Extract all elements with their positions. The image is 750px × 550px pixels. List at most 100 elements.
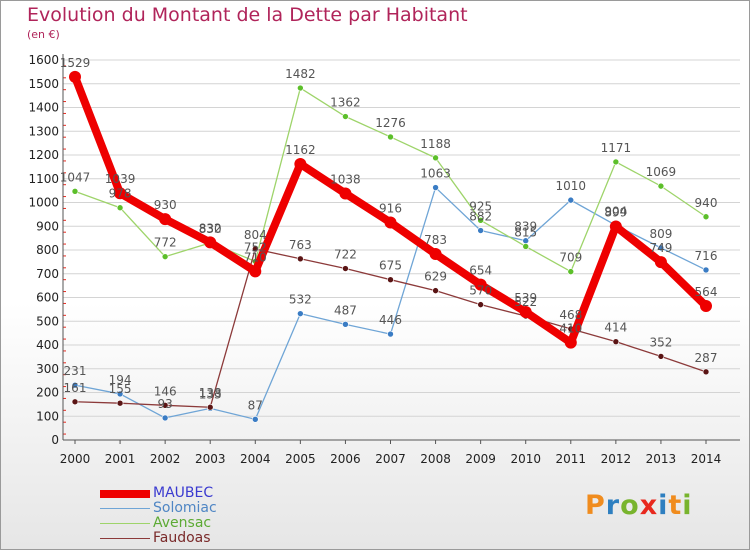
data-point-avensac bbox=[657, 182, 665, 190]
y-tick-label: 600 bbox=[36, 291, 59, 305]
data-label-solomiac: 87 bbox=[248, 398, 263, 412]
data-label-faudoas: 722 bbox=[334, 248, 357, 262]
data-label-faudoas: 155 bbox=[109, 382, 132, 396]
data-point-maubec bbox=[294, 158, 307, 171]
data-label-avensac: 1047 bbox=[60, 170, 91, 184]
legend-swatch-maubec bbox=[100, 489, 150, 498]
data-label-solomiac: 1063 bbox=[420, 167, 451, 181]
data-point-maubec bbox=[519, 305, 532, 318]
y-tick-label: 400 bbox=[36, 338, 59, 352]
data-label-maubec: 539 bbox=[514, 291, 537, 305]
data-point-maubec bbox=[564, 336, 577, 349]
data-label-solomiac: 532 bbox=[289, 293, 312, 307]
data-label-avensac: 940 bbox=[695, 196, 718, 210]
data-point-faudoas bbox=[432, 287, 439, 294]
data-label-avensac: 1482 bbox=[285, 67, 316, 81]
x-tick-label: 2000 bbox=[60, 452, 91, 466]
data-point-maubec bbox=[700, 300, 712, 313]
data-label-faudoas: 138 bbox=[199, 386, 222, 400]
data-label-avensac: 815 bbox=[514, 225, 537, 239]
data-label-solomiac: 809 bbox=[649, 227, 672, 241]
logo-letter: i bbox=[682, 490, 693, 521]
data-label-maubec: 410 bbox=[559, 322, 582, 336]
data-label-faudoas: 675 bbox=[379, 259, 402, 273]
y-tick-label: 1500 bbox=[28, 77, 59, 91]
data-label-avensac: 1069 bbox=[646, 165, 677, 179]
data-point-maubec bbox=[474, 278, 487, 291]
y-tick-label: 1200 bbox=[28, 148, 59, 162]
data-label-solomiac: 839 bbox=[514, 220, 537, 234]
x-tick-label: 2008 bbox=[420, 452, 451, 466]
data-point-maubec bbox=[204, 236, 217, 249]
data-label-faudoas: 629 bbox=[424, 270, 447, 284]
data-label-faudoas: 146 bbox=[154, 384, 177, 398]
data-label-maubec: 564 bbox=[695, 285, 718, 299]
data-label-faudoas: 522 bbox=[514, 295, 537, 309]
data-label-solomiac: 904 bbox=[604, 204, 627, 218]
data-label-faudoas: 763 bbox=[289, 238, 312, 252]
data-label-solomiac: 716 bbox=[695, 249, 718, 263]
data-point-solomiac bbox=[297, 310, 304, 317]
data-label-solomiac: 93 bbox=[158, 397, 173, 411]
data-label-faudoas: 570 bbox=[469, 284, 492, 298]
y-tick-label: 1300 bbox=[28, 124, 59, 138]
data-point-avensac bbox=[297, 84, 304, 92]
data-label-faudoas: 352 bbox=[649, 335, 672, 349]
data-point-solomiac bbox=[116, 390, 124, 398]
legend-label-solomiac: Solomiac bbox=[153, 500, 217, 516]
data-point-maubec bbox=[114, 187, 127, 200]
y-tick-label: 200 bbox=[36, 386, 59, 400]
data-label-solomiac: 487 bbox=[334, 303, 357, 317]
data-point-faudoas bbox=[251, 245, 259, 253]
data-point-avensac bbox=[342, 113, 349, 120]
data-point-avensac bbox=[387, 133, 394, 141]
data-point-maubec bbox=[159, 213, 172, 226]
logo-letter: x bbox=[639, 490, 659, 521]
data-label-avensac: 709 bbox=[559, 251, 582, 265]
data-label-avensac: 830 bbox=[199, 222, 222, 236]
data-point-avensac bbox=[522, 243, 530, 250]
data-label-maubec: 749 bbox=[649, 241, 672, 255]
data-point-maubec bbox=[654, 256, 667, 269]
legend-item-faudoas: Faudoas bbox=[100, 531, 217, 546]
data-label-solomiac: 194 bbox=[109, 373, 132, 387]
x-tick-label: 2014 bbox=[691, 452, 722, 466]
data-label-avensac: 752 bbox=[244, 240, 267, 254]
data-label-avensac: 1362 bbox=[330, 96, 361, 110]
legend-swatch-solomiac bbox=[100, 507, 150, 510]
data-label-maubec: 930 bbox=[154, 198, 177, 212]
data-point-maubec bbox=[69, 70, 81, 83]
x-tick-label: 2010 bbox=[510, 452, 541, 466]
data-point-avensac bbox=[116, 204, 124, 212]
data-label-maubec: 1038 bbox=[330, 172, 361, 186]
data-point-avensac bbox=[161, 253, 169, 260]
data-point-avensac bbox=[71, 188, 79, 195]
proxiti-logo: Proxiti bbox=[585, 490, 693, 521]
logo-letter: i bbox=[658, 490, 669, 521]
data-point-faudoas bbox=[657, 353, 665, 360]
logo-letter: t bbox=[668, 490, 683, 521]
data-point-solomiac bbox=[161, 414, 169, 422]
y-tick-label: 500 bbox=[36, 314, 59, 328]
y-tick-label: 1100 bbox=[28, 172, 59, 186]
data-label-solomiac: 1010 bbox=[556, 179, 587, 193]
y-tick-label: 1600 bbox=[28, 53, 59, 67]
data-point-avensac bbox=[567, 268, 575, 275]
data-label-solomiac: 446 bbox=[379, 313, 402, 327]
data-label-avensac: 1171 bbox=[601, 141, 632, 155]
legend-swatch-avensac bbox=[100, 522, 150, 525]
data-label-solomiac: 231 bbox=[64, 364, 87, 378]
y-tick-label: 900 bbox=[36, 219, 59, 233]
data-point-solomiac bbox=[432, 184, 439, 191]
data-point-maubec bbox=[609, 220, 622, 233]
data-point-maubec bbox=[249, 265, 262, 278]
legend-item-solomiac: Solomiac bbox=[100, 501, 217, 516]
data-point-avensac bbox=[702, 213, 710, 221]
data-label-maubec: 1529 bbox=[60, 56, 91, 70]
x-tick-label: 2013 bbox=[646, 452, 677, 466]
data-label-avensac: 1188 bbox=[420, 137, 451, 151]
data-point-solomiac bbox=[71, 381, 79, 389]
data-point-solomiac bbox=[342, 321, 349, 328]
